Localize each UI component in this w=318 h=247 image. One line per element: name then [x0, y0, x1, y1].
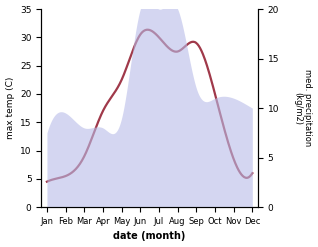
X-axis label: date (month): date (month): [114, 231, 186, 242]
Y-axis label: max temp (C): max temp (C): [5, 77, 15, 139]
Y-axis label: med. precipitation
(kg/m2): med. precipitation (kg/m2): [293, 69, 313, 147]
